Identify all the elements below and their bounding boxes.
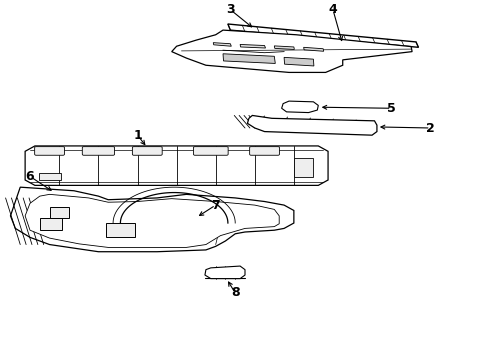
Polygon shape — [240, 44, 266, 48]
Polygon shape — [228, 24, 418, 47]
Polygon shape — [25, 146, 328, 185]
Polygon shape — [205, 266, 245, 279]
Polygon shape — [282, 101, 319, 113]
Bar — [106, 223, 135, 237]
Text: 7: 7 — [211, 199, 220, 212]
Bar — [40, 218, 62, 230]
Polygon shape — [274, 46, 294, 49]
FancyBboxPatch shape — [194, 147, 228, 155]
Bar — [294, 158, 314, 177]
Polygon shape — [213, 42, 231, 46]
Polygon shape — [247, 116, 377, 135]
Polygon shape — [10, 187, 294, 252]
Polygon shape — [25, 194, 279, 247]
Polygon shape — [223, 54, 275, 63]
Polygon shape — [284, 57, 314, 66]
Polygon shape — [172, 30, 412, 72]
Text: 3: 3 — [226, 3, 235, 16]
Bar — [49, 207, 69, 218]
Text: 2: 2 — [426, 122, 435, 135]
FancyBboxPatch shape — [249, 147, 279, 155]
Text: 6: 6 — [25, 170, 34, 183]
Bar — [39, 173, 61, 180]
Text: 4: 4 — [329, 3, 337, 16]
Polygon shape — [304, 47, 324, 51]
FancyBboxPatch shape — [35, 147, 65, 155]
FancyBboxPatch shape — [82, 147, 115, 155]
Text: 5: 5 — [387, 102, 396, 115]
Text: 1: 1 — [133, 129, 142, 142]
FancyBboxPatch shape — [132, 147, 162, 155]
Text: 8: 8 — [231, 287, 240, 300]
